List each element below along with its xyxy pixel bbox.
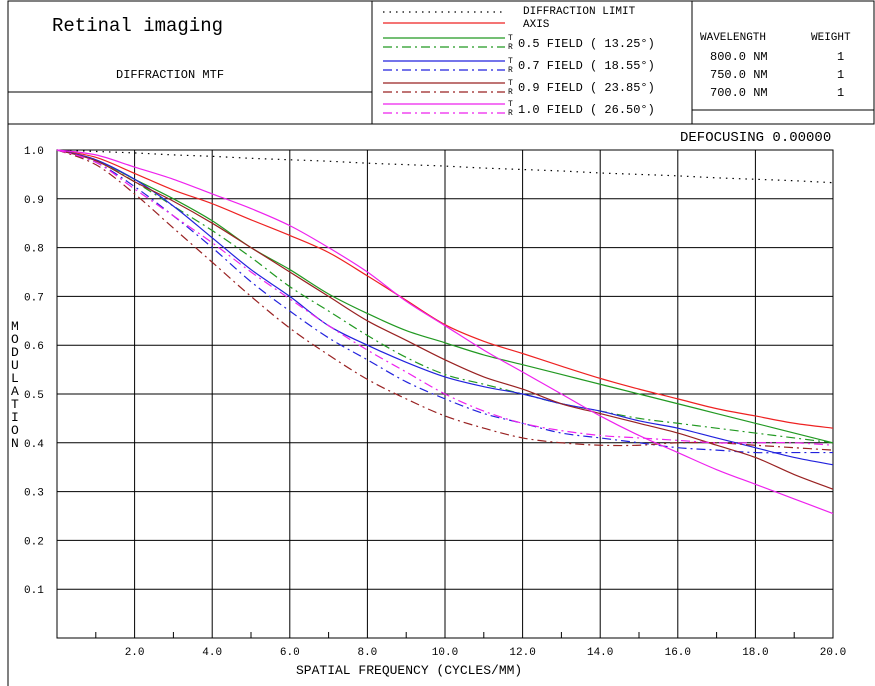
legend-r-07: R xyxy=(508,66,513,75)
weight-1: 1 xyxy=(837,50,844,64)
x-tick-label: 4.0 xyxy=(202,647,222,659)
legend-t-10: T xyxy=(508,100,513,109)
defocusing-label: DEFOCUSING 0.00000 xyxy=(680,130,831,146)
series-line-1-0-field-t xyxy=(56,149,834,515)
legend-t-07: T xyxy=(508,57,513,66)
series-group xyxy=(56,149,834,515)
weight-header: WEIGHT xyxy=(811,32,851,44)
series-line-0-9-field-t xyxy=(56,149,834,490)
weight-2: 1 xyxy=(837,68,844,82)
x-tick-label: 8.0 xyxy=(357,647,377,659)
x-tick-label: 18.0 xyxy=(742,647,768,659)
y-tick-label: 0.6 xyxy=(24,341,44,353)
x-axis-label: SPATIAL FREQUENCY (CYCLES/MM) xyxy=(296,663,522,678)
y-tick-label: 0.9 xyxy=(24,195,44,207)
wavelength-3: 700.0 NM xyxy=(710,86,768,100)
series-line-0-5-field-t xyxy=(56,149,834,444)
x-tick-label: 14.0 xyxy=(587,647,613,659)
header-panel: Retinal imaging DIFFRACTION MTF WAVELENG… xyxy=(7,0,875,125)
x-tick-label: 16.0 xyxy=(665,647,691,659)
y-tick-label: 1.0 xyxy=(24,146,44,158)
series-line-0-9-field-r xyxy=(56,149,834,451)
x-tick-label: 2.0 xyxy=(125,647,145,659)
y-tick-label: 0.3 xyxy=(24,488,44,500)
plot-frame xyxy=(56,149,834,639)
wavelength-1: 800.0 NM xyxy=(710,50,768,64)
legend-label-diffraction-limit: DIFFRACTION LIMIT xyxy=(523,6,636,18)
legend-r-05: R xyxy=(508,43,513,52)
y-tick-label: 0.7 xyxy=(24,292,44,304)
legend-r-10: R xyxy=(508,109,513,118)
legend-r-09: R xyxy=(508,88,513,97)
chart-title: Retinal imaging xyxy=(52,15,223,37)
legend-label-axis: AXIS xyxy=(523,19,550,31)
header-frame xyxy=(7,0,875,125)
wavelength-2: 750.0 NM xyxy=(710,68,768,82)
y-tick-label: 0.2 xyxy=(24,536,44,548)
legend-t-05: T xyxy=(508,34,513,43)
series-line-0-7-field-r xyxy=(56,149,833,454)
y-tick-labels: 1.0 0.9 0.8 0.7 0.6 0.5 0.4 0.3 0.2 0.1 xyxy=(24,146,44,597)
series-line-0-7-field-t xyxy=(56,149,834,466)
x-tick-labels: 2.0 4.0 6.0 8.0 10.0 12.0 14.0 16.0 18.0 20.0 xyxy=(125,647,847,659)
x-tick-label: 20.0 xyxy=(820,647,846,659)
y-tick-label: 0.5 xyxy=(24,390,44,402)
legend-label-09: 0.9 FIELD ( 23.85°) xyxy=(518,81,655,95)
series-line-axis xyxy=(56,149,834,429)
legend-t-09: T xyxy=(508,79,513,88)
series-line-1-0-field-r xyxy=(56,149,834,446)
y-tick-label: 0.8 xyxy=(24,244,44,256)
chart-subtitle: DIFFRACTION MTF xyxy=(116,68,224,82)
grid-lines xyxy=(57,150,833,638)
legend: DIFFRACTION LIMIT AXIS T R 0.5 FIELD ( 1… xyxy=(383,6,655,118)
series-line-0-5-field-r xyxy=(56,149,834,444)
plot-area: 2.0 4.0 6.0 8.0 10.0 12.0 14.0 16.0 18.0 20.0 1.0… xyxy=(24,146,846,659)
x-tick-label: 6.0 xyxy=(280,647,300,659)
legend-label-07: 0.7 FIELD ( 18.55°) xyxy=(518,59,655,73)
x-tick-label: 10.0 xyxy=(432,647,458,659)
legend-label-05: 0.5 FIELD ( 13.25°) xyxy=(518,37,655,51)
wavelength-header: WAVELENGTH xyxy=(700,32,766,44)
x-tick-label: 12.0 xyxy=(509,647,535,659)
y-tick-label: 0.1 xyxy=(24,585,44,597)
weight-3: 1 xyxy=(837,86,844,100)
y-tick-label: 0.4 xyxy=(24,439,44,451)
legend-label-10: 1.0 FIELD ( 26.50°) xyxy=(518,103,655,117)
